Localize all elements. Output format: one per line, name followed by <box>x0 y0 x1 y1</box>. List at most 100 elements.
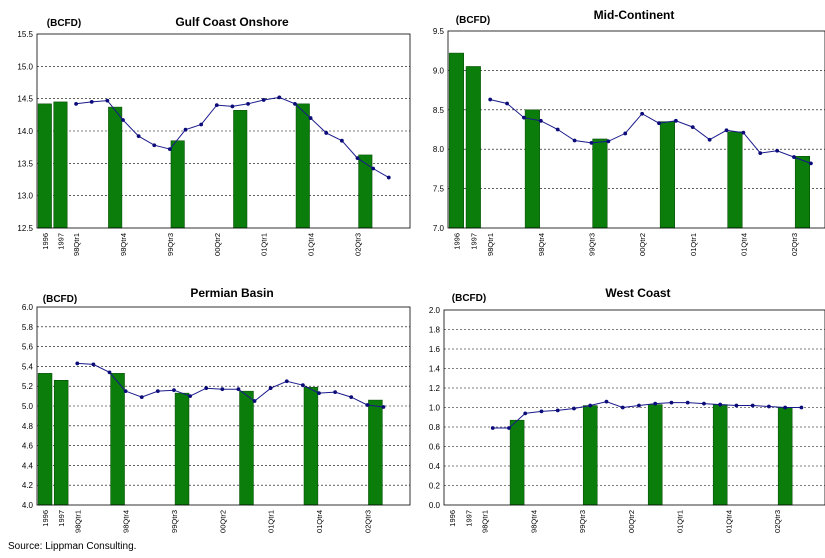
data-point <box>152 143 157 148</box>
data-point <box>155 389 160 394</box>
bar <box>582 405 598 506</box>
y-tick-label: 9.0 <box>433 66 445 75</box>
y-tick-label: 13.0 <box>17 192 33 201</box>
unit-label: (BCFD) <box>47 18 81 29</box>
unit-label: (BCFD) <box>43 294 77 305</box>
y-tick-label: 5.8 <box>22 323 34 332</box>
data-point <box>792 155 796 159</box>
source-note: Source: Lippman Consulting. <box>8 541 137 552</box>
x-tick-label: 98Qtr4 <box>119 233 128 256</box>
bar <box>794 156 810 229</box>
plot-frame <box>36 33 411 229</box>
bar <box>295 103 310 229</box>
x-tick-label: 01Qtr1 <box>260 233 269 256</box>
data-point <box>555 127 560 132</box>
y-tick-label: 4.2 <box>22 481 34 490</box>
trend-line <box>490 99 812 164</box>
y-tick-label: 7.5 <box>433 185 445 194</box>
data-point <box>775 148 780 153</box>
x-tick-label: 98Qtr1 <box>72 233 81 256</box>
data-point <box>572 406 576 411</box>
bar <box>777 407 793 506</box>
bar <box>110 373 125 506</box>
data-point <box>204 386 209 391</box>
data-point <box>121 118 125 122</box>
chart-gulf-coast-onshore: Gulf Coast Onshore (BCFD) 12.5 13.0 13.5 14.0… <box>17 15 411 256</box>
chart-west-coast: West Coast (BCFD) 0.0 0.2 0.4 0.6 0.8 1.0 1.2 1.4… <box>413 279 825 558</box>
data-point <box>107 370 112 375</box>
data-point <box>669 400 674 405</box>
data-point <box>386 175 391 180</box>
data-point <box>105 98 110 103</box>
y-tick-label: 2.0 <box>429 306 441 315</box>
data-point <box>653 401 658 406</box>
data-point <box>167 147 172 152</box>
y-tick-label: 1.8 <box>429 326 441 335</box>
bar <box>712 404 728 506</box>
data-point <box>637 403 641 408</box>
data-point <box>308 116 313 120</box>
y-tick-label: 4.6 <box>22 442 34 451</box>
data-point <box>673 118 678 123</box>
y-tick-label: 1.4 <box>429 365 441 374</box>
data-point <box>268 386 273 391</box>
data-point <box>741 130 746 135</box>
x-tick-label: 1996 <box>41 510 50 527</box>
data-point <box>220 387 225 392</box>
data-point <box>355 156 360 161</box>
data-point <box>91 362 96 367</box>
y-tick-label: 1.0 <box>429 404 441 413</box>
y-tick-label: 12.5 <box>17 224 33 233</box>
y-tick-label: 1.2 <box>429 384 441 393</box>
x-tick-label: 1996 <box>448 510 457 527</box>
data-point <box>183 127 188 132</box>
chart-svg: Permian Basin (BCFD) 4.0 4.2 4.4 4.6 4.8 5.0 5.2… <box>22 286 411 533</box>
data-point <box>236 387 241 392</box>
data-point <box>230 104 235 109</box>
y-tick-label: 0.0 <box>429 501 441 510</box>
y-tick-label: 0.8 <box>429 423 441 432</box>
data-point <box>750 403 755 408</box>
data-point <box>555 408 560 413</box>
trend-line <box>76 96 390 179</box>
chart-title: Gulf Coast Onshore <box>175 15 289 29</box>
x-tick-label: 1996 <box>452 233 461 250</box>
data-point <box>767 404 771 409</box>
x-tick-label: 00Qtr2 <box>218 510 227 533</box>
unit-label: (BCFD) <box>456 15 490 26</box>
bar <box>303 386 319 506</box>
y-tick-label: 15.5 <box>17 30 33 39</box>
unit-label: (BCFD) <box>452 293 486 304</box>
bar <box>53 101 68 229</box>
y-tick-label: 5.0 <box>22 402 34 411</box>
bar <box>108 106 123 229</box>
bar <box>524 109 540 229</box>
data-point <box>136 134 141 139</box>
data-point <box>657 121 661 126</box>
data-point <box>783 405 788 410</box>
x-tick-label: 02Qtr3 <box>354 233 363 256</box>
bar <box>368 399 383 506</box>
x-tick-label: 01Qtr4 <box>307 233 316 256</box>
x-tick-label: 98Qtr1 <box>481 510 490 533</box>
x-tick-label: 00Qtr2 <box>627 510 636 533</box>
bar <box>659 121 675 229</box>
trend-line <box>77 362 384 408</box>
data-point <box>623 131 628 136</box>
bar <box>239 390 254 506</box>
bar <box>37 103 52 229</box>
bar <box>647 404 663 506</box>
data-point <box>604 399 609 404</box>
x-tick-label: 99Qtr3 <box>587 233 596 256</box>
x-tick-label: 98Qtr4 <box>529 510 538 533</box>
y-tick-label: 6.0 <box>22 303 34 312</box>
data-point <box>799 405 804 410</box>
data-point <box>339 138 344 143</box>
x-tick-label: 98Qtr4 <box>537 233 546 256</box>
x-tick-label: 01Qtr1 <box>676 510 685 533</box>
data-point <box>707 137 712 142</box>
chart-svg: Mid-Continent (BCFD) 7.0 7.5 8.0 8.5 9.0 9.5 199… <box>433 8 825 256</box>
x-tick-label: 00Qtr2 <box>638 233 647 256</box>
y-tick-label: 13.5 <box>17 159 33 168</box>
plot-frame <box>447 30 825 229</box>
